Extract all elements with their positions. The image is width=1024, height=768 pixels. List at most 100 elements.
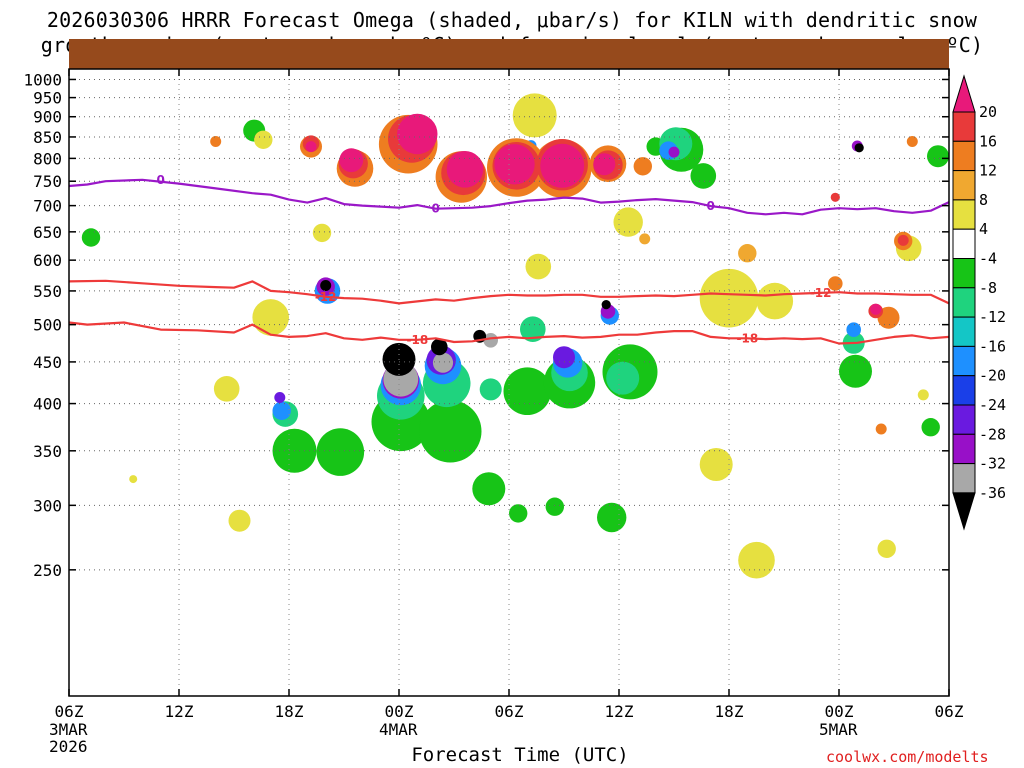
omega-cell — [699, 448, 733, 481]
y-tick-label: 950 — [33, 89, 62, 108]
colorbar-label: 12 — [979, 162, 997, 180]
x-tick-label: 00Z — [825, 702, 854, 721]
colorbar-bottom-arrow — [952, 492, 976, 531]
omega-cell — [228, 509, 251, 532]
y-tick-label: 850 — [33, 128, 62, 147]
omega-cell — [210, 136, 222, 147]
omega-cell — [503, 367, 552, 416]
omega-cell — [272, 401, 291, 420]
omega-cell — [839, 354, 872, 388]
x-tick-label: 12Z — [605, 702, 634, 721]
contour--18C — [69, 321, 949, 345]
colorbar-swatch — [952, 433, 976, 465]
x-date-label: 3MAR — [49, 720, 88, 739]
omega-cell — [81, 228, 101, 247]
x-tick-label: 12Z — [165, 702, 194, 721]
omega-cell — [540, 143, 585, 188]
omega-cell — [432, 352, 454, 373]
omega-cell — [525, 253, 552, 280]
omega-cell — [494, 144, 535, 185]
omega-cell — [877, 306, 900, 329]
omega-cell — [553, 346, 575, 369]
x-tick-label: 18Z — [715, 702, 744, 721]
ground-surface — [69, 39, 949, 69]
omega-cell — [129, 475, 138, 484]
omega-cell — [520, 316, 546, 343]
contour-label: 0 — [706, 199, 714, 213]
omega-cell — [613, 207, 643, 237]
y-tick-label: 500 — [33, 316, 62, 335]
colorbar-swatch — [952, 345, 976, 377]
x-tick-label: 06Z — [495, 702, 524, 721]
omega-cell — [397, 113, 438, 155]
contour-label: -18 — [736, 331, 758, 345]
omega-cell — [877, 539, 896, 558]
omega-cell — [419, 400, 482, 463]
omega-cell — [305, 141, 317, 153]
contour-label: -18 — [406, 333, 428, 347]
contour-label: 0 — [431, 202, 439, 216]
colorbar-label: -12 — [979, 308, 1006, 326]
omega-cell — [512, 93, 557, 138]
y-axis: 2503003504004505005506006507007508008509… — [23, 70, 949, 580]
colorbar-label: 8 — [979, 191, 988, 209]
omega-cell — [870, 303, 882, 315]
omega-cell — [606, 361, 640, 395]
colorbar-label: -8 — [979, 279, 997, 297]
y-tick-label: 600 — [33, 251, 62, 270]
omega-cell — [483, 333, 499, 348]
colorbar-swatch — [952, 140, 976, 172]
omega-cell — [846, 322, 861, 338]
colorbar-swatch — [952, 170, 976, 201]
colorbar: 20 16 12 8 4 -4 -8 -12 -16 -20 -24 -28 -32 -36 — [952, 74, 1006, 531]
colorbar-swatch — [952, 111, 976, 142]
colorbar-label: -28 — [979, 425, 1006, 443]
ground-fill — [69, 39, 949, 69]
omega-cell — [213, 376, 240, 402]
colorbar-label: 4 — [979, 220, 988, 238]
contour-label: 0 — [156, 173, 164, 187]
contour-label: -12 — [810, 286, 832, 300]
omega-cell — [446, 151, 484, 188]
omega-cell — [738, 541, 775, 579]
colorbar-label: -24 — [979, 396, 1006, 414]
omega-cell — [830, 192, 840, 202]
omega-cell — [601, 300, 611, 310]
x-tick-label: 00Z — [385, 702, 414, 721]
x-tick-label: 06Z — [55, 702, 84, 721]
omega-cell — [479, 378, 502, 401]
chart-title-line1: 2026030306 HRRR Forecast Omega (shaded, … — [46, 8, 978, 32]
y-tick-label: 250 — [33, 561, 62, 580]
y-tick-label: 750 — [33, 172, 62, 191]
y-tick-label: 300 — [33, 496, 62, 515]
colorbar-label: -32 — [979, 455, 1006, 473]
colorbar-swatch — [952, 375, 976, 406]
grid-lines — [69, 69, 949, 696]
colorbar-swatch — [952, 316, 976, 347]
contour-0C — [69, 178, 949, 216]
colorbar-label: -20 — [979, 367, 1006, 385]
omega-cell — [639, 233, 651, 245]
omega-cell — [274, 392, 286, 403]
omega-cell — [597, 502, 627, 533]
omega-cell — [320, 280, 332, 291]
y-tick-label: 450 — [33, 353, 62, 372]
y-tick-label: 650 — [33, 223, 62, 242]
y-tick-label: 1000 — [23, 70, 62, 89]
x-tick-label: 18Z — [275, 702, 304, 721]
credit-text: coolwx.com/modelts — [826, 748, 989, 766]
x-date-label: 4MAR — [379, 720, 418, 739]
colorbar-label: 20 — [979, 103, 997, 121]
omega-cell — [921, 418, 940, 437]
x-axis-label: Forecast Time (UTC) — [411, 744, 629, 766]
y-tick-label: 800 — [33, 149, 62, 168]
omega-cell — [252, 299, 289, 336]
omega-cell — [339, 148, 364, 173]
omega-cell — [316, 428, 365, 476]
colorbar-swatch — [952, 199, 976, 230]
y-tick-label: 900 — [33, 108, 62, 127]
omega-cell — [699, 268, 759, 328]
colorbar-label: -36 — [979, 484, 1006, 502]
